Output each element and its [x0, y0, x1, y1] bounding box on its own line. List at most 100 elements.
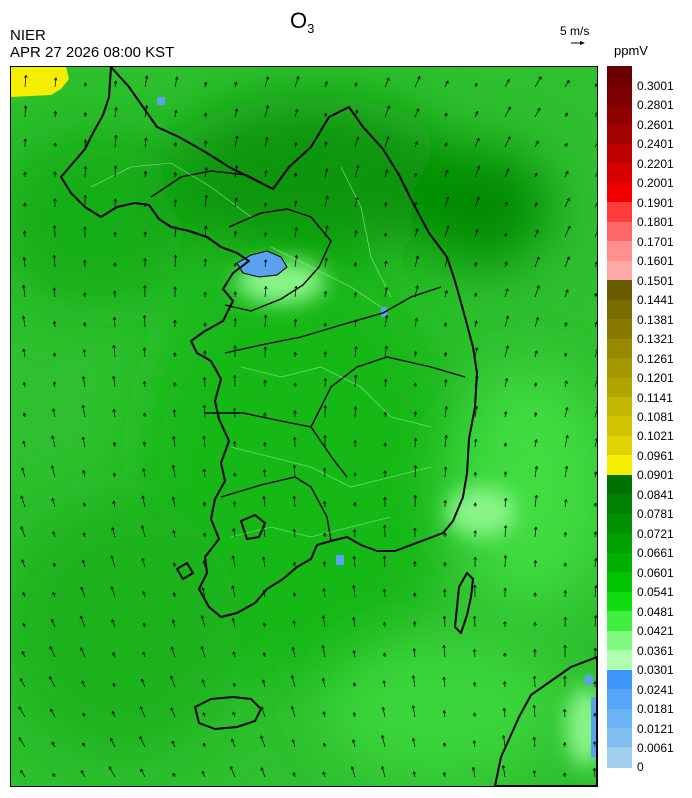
gyeonggi-border: [224, 208, 332, 312]
wind-arrow: [294, 200, 297, 208]
wind-arrowhead: [263, 232, 268, 236]
colorbar-tick-label: 0.1021: [637, 429, 674, 444]
wind-arrowhead: [139, 706, 143, 710]
wind-arrowhead: [442, 676, 446, 680]
wind-arrowhead: [353, 406, 358, 410]
wind-arrow: [202, 712, 206, 718]
colorbar-segment: [607, 221, 632, 242]
wind-arrowhead: [172, 562, 177, 566]
wind-arrowhead: [413, 438, 418, 442]
colorbar-segment: [607, 474, 632, 495]
colorbar-segment: [607, 455, 632, 476]
wind-arrow: [534, 526, 537, 538]
wind-arrow: [324, 561, 326, 568]
wind-arrow: [323, 588, 326, 598]
wind-arrow: [113, 500, 116, 508]
wind-arrow: [114, 135, 117, 148]
wind-arrowhead: [353, 262, 358, 266]
wind-arrow: [534, 560, 536, 568]
wind-arrowhead: [53, 110, 58, 115]
wind-arrow: [23, 440, 26, 448]
wind-arrowhead: [263, 259, 268, 263]
wind-arrowhead: [417, 76, 421, 80]
wind-arrowhead: [113, 80, 118, 84]
wind-arrow: [52, 408, 56, 418]
wind-arrow: [412, 738, 416, 748]
colorbar-segment: [607, 650, 632, 671]
wind-arrowhead: [564, 465, 569, 470]
wind-arrowhead: [538, 76, 542, 80]
wind-arrow: [444, 142, 448, 148]
wind-arrowhead: [505, 288, 509, 292]
wind-arrowhead: [593, 741, 597, 745]
colorbar-tick-label: 0.1141: [637, 390, 673, 405]
wind-arrowhead: [234, 165, 239, 169]
wind-arrowhead: [595, 406, 597, 409]
wind-arrow: [202, 679, 206, 688]
wind-arrow: [414, 621, 416, 628]
wind-arrow: [414, 285, 418, 298]
wind-arrowhead: [292, 620, 296, 624]
wind-arrowhead: [202, 435, 206, 439]
wind-arrowhead: [262, 590, 266, 594]
wind-arrowhead: [231, 617, 236, 622]
wind-vectors: [18, 75, 597, 778]
wind-arrowhead: [50, 465, 55, 469]
wind-arrowhead: [567, 225, 571, 230]
wind-arrow: [23, 285, 26, 298]
wind-arrow: [413, 771, 416, 778]
wind-arrow: [204, 225, 207, 238]
wind-arrow: [233, 501, 236, 508]
wind-arrow: [384, 622, 386, 628]
wind-arrowhead: [203, 140, 208, 144]
wind-arrow: [294, 142, 297, 148]
wind-arrowhead: [142, 591, 146, 595]
wind-arrow: [324, 81, 328, 88]
wind-arrow: [322, 678, 326, 688]
wind-arrowhead: [83, 322, 87, 326]
wind-arrow: [233, 651, 236, 658]
wind-arrow: [384, 315, 388, 328]
wind-arrowhead: [260, 767, 264, 771]
wind-arrowhead: [233, 262, 237, 266]
wind-arrowhead: [52, 591, 56, 596]
wind-arrow: [564, 435, 568, 448]
colorbar-segment: [607, 630, 632, 651]
wind-arrow: [503, 735, 506, 748]
wind-arrow: [594, 113, 597, 118]
wind-arrow: [594, 202, 597, 208]
wind-arrowhead: [352, 556, 356, 560]
wind-arrowhead: [353, 292, 358, 296]
wind-arrow: [82, 470, 86, 478]
japan-low-o3-spot: [585, 675, 593, 685]
wind-arrowhead: [200, 646, 205, 650]
wind-arrow: [143, 347, 146, 358]
wind-arrow: [22, 315, 26, 328]
wind-arrowhead: [475, 375, 479, 379]
wind-arrowhead: [263, 314, 268, 318]
wind-arrowhead: [111, 711, 115, 715]
wind-arrowhead: [112, 441, 117, 446]
wind-arrowhead: [233, 318, 237, 322]
wind-arrowhead: [324, 168, 329, 172]
wind-arrowhead: [442, 742, 447, 746]
wind-arrow: [413, 648, 416, 658]
colorbar-segment: [607, 533, 632, 554]
wind-arrow: [534, 107, 541, 118]
wind-arrowhead: [232, 407, 237, 411]
wind-arrow: [113, 375, 116, 388]
colorbar-tick-label: 0.1081: [637, 409, 674, 424]
wind-arrowhead: [534, 466, 539, 470]
wind-arrowhead: [443, 532, 447, 536]
wind-arrowhead: [503, 555, 508, 559]
wind-arrowhead: [22, 412, 27, 416]
wind-arrow: [534, 466, 538, 478]
wind-arrowhead: [52, 255, 57, 259]
wind-arrowhead: [292, 464, 297, 468]
wind-arrowhead: [202, 560, 206, 564]
wind-arrow: [204, 195, 207, 208]
wind-arrowhead: [564, 112, 568, 116]
wind-arrowhead: [413, 561, 417, 565]
wind-arrowhead: [202, 404, 206, 409]
wind-arrow: [502, 765, 506, 778]
